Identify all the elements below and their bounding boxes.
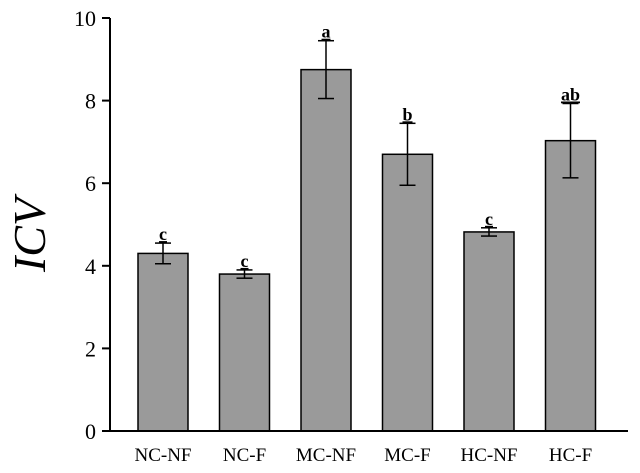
significance-label: c (241, 251, 249, 271)
significance-label: c (485, 209, 493, 229)
y-tick-label: 10 (74, 6, 96, 31)
y-axis-ticks: 0 2 4 6 8 10 (74, 6, 110, 444)
significance-label: c (159, 224, 167, 244)
significance-label: a (322, 22, 331, 42)
bar (544, 139, 597, 432)
category-label: NC-NF (134, 445, 191, 466)
category-label: HC-NF (460, 445, 517, 466)
x-axis-category-labels: NC-NF NC-F MC-NF MC-F HC-NF HC-F (134, 445, 592, 466)
category-label: MC-F (384, 445, 430, 466)
y-tick-label: 0 (85, 419, 96, 444)
bar (381, 153, 434, 432)
bar (218, 273, 271, 432)
y-tick-label: 2 (85, 336, 96, 361)
bar (137, 252, 189, 432)
category-label: MC-NF (296, 445, 356, 466)
bar (300, 68, 352, 432)
y-tick-label: 6 (85, 171, 96, 196)
bars (137, 68, 597, 432)
significance-label: b (402, 104, 412, 124)
bar (463, 231, 515, 432)
error-bars (155, 39, 579, 279)
y-axis-label: ICV (4, 193, 55, 273)
y-tick-label: 4 (85, 254, 96, 279)
significance-label: ab (561, 84, 580, 104)
category-label: NC-F (223, 445, 266, 466)
y-tick-label: 8 (85, 89, 96, 114)
category-label: HC-F (549, 445, 592, 466)
